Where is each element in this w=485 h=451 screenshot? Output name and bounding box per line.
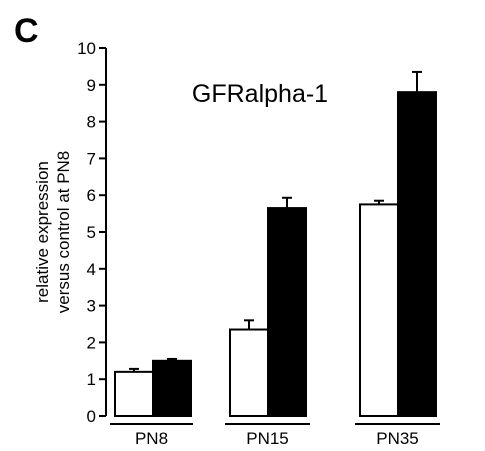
bar-series2-PN15 — [267, 207, 307, 417]
category-label-PN8: PN8 — [135, 429, 168, 448]
y-tick-label-2: 2 — [87, 333, 96, 352]
y-tick-label-0: 0 — [87, 407, 96, 426]
y-axis-label-line-1: relative expression — [33, 161, 52, 303]
y-tick-label-7: 7 — [87, 149, 96, 168]
bar-series1-PN15 — [229, 328, 269, 417]
bar-series2-PN8 — [152, 359, 192, 417]
y-tick-label-1: 1 — [87, 370, 96, 389]
plot-area: 0 1 2 3 4 5 6 7 8 9 10 PN8 PN15 PN35 — [77, 39, 440, 448]
y-tick-label-5: 5 — [87, 223, 96, 242]
category-label-PN15: PN15 — [246, 429, 289, 448]
y-tick-label-4: 4 — [87, 260, 96, 279]
chart-title: GFRalpha-1 — [192, 80, 328, 108]
y-tick-label-6: 6 — [87, 186, 96, 205]
bar-series1-PN8 — [114, 370, 154, 417]
y-tick-label-10: 10 — [77, 39, 96, 58]
panel-letter: C — [14, 12, 39, 50]
category-label-PN35: PN35 — [376, 429, 419, 448]
y-axis-label-line-2: versus control at PN8 — [54, 151, 73, 314]
bar-series2-PN35 — [397, 91, 437, 417]
y-axis-label: relative expression versus control at PN… — [33, 151, 73, 314]
bar-series1-PN35 — [359, 203, 399, 417]
y-tick-label-3: 3 — [87, 297, 96, 316]
y-tick-label-8: 8 — [87, 113, 96, 132]
y-tick-label-9: 9 — [87, 76, 96, 95]
